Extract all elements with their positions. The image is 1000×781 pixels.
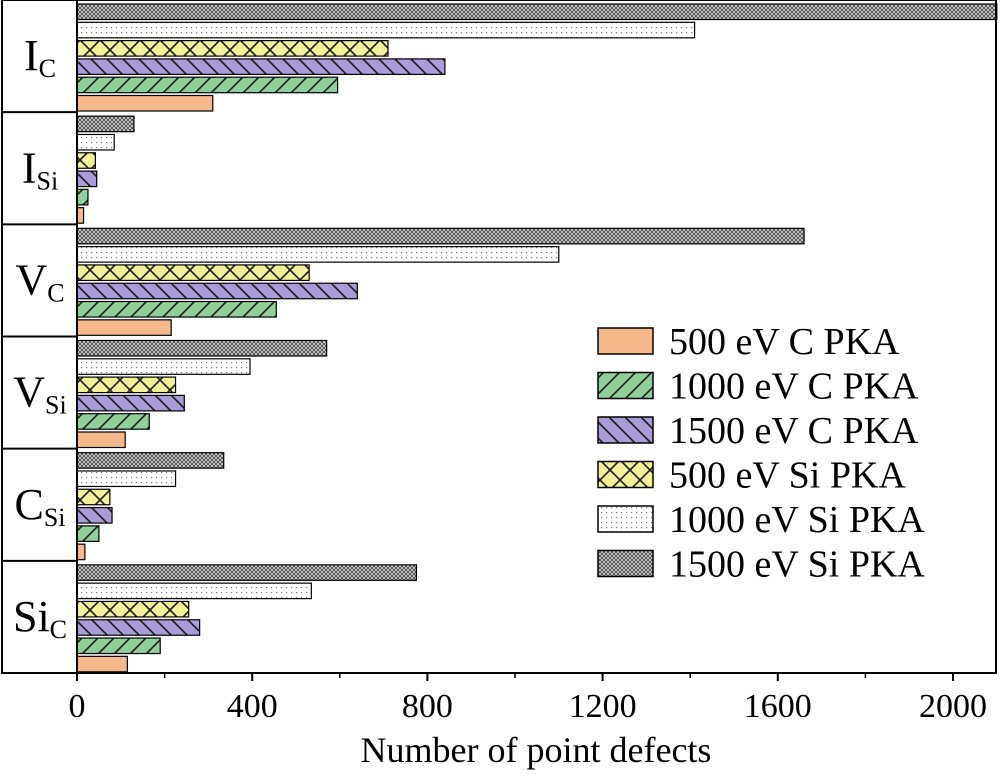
bar [76, 452, 225, 469]
category-label: CSi [14, 480, 65, 532]
legend-swatch [597, 416, 654, 444]
bar [76, 58, 446, 76]
bar [76, 227, 805, 245]
bar [76, 525, 100, 542]
bar [76, 582, 312, 600]
legend-label: 1000 eV Si PKA [669, 499, 925, 541]
bar [76, 319, 172, 336]
bar [76, 282, 358, 300]
legend-label: 1500 eV C PKA [669, 410, 919, 452]
bar [76, 619, 201, 636]
bar [76, 76, 339, 94]
x-tick-label: 800 [402, 688, 453, 725]
category-labels: IC ISi VC VSi CSi SiC [13, 31, 67, 644]
legend-swatch [597, 549, 654, 578]
legend-swatch [597, 505, 654, 533]
bar [76, 394, 185, 412]
bar [76, 39, 389, 57]
bar [76, 170, 98, 188]
x-tick-label: 1200 [569, 688, 637, 725]
bar [76, 358, 251, 375]
bar [76, 431, 126, 449]
bar [76, 300, 277, 318]
bar [76, 94, 214, 112]
category-label: VC [15, 255, 64, 307]
category-label: VSi [13, 368, 66, 420]
category-separators [2, 111, 77, 562]
bar [76, 339, 328, 357]
bar [76, 543, 86, 561]
bar [76, 152, 96, 169]
legend-label: 1000 eV C PKA [669, 366, 919, 408]
bar [76, 246, 560, 263]
x-tick-label: 0 [69, 688, 86, 725]
bar [76, 637, 161, 655]
legend-label: 500 eV Si PKA [669, 455, 906, 497]
x-tick-label: 2000 [919, 688, 987, 725]
legend-swatch [597, 327, 654, 355]
bar [76, 413, 150, 430]
legend-swatch [597, 460, 654, 489]
bar [76, 188, 89, 206]
x-tick-label: 400 [227, 688, 278, 725]
category-label-frame [1, 0, 78, 674]
bar [76, 376, 177, 394]
bar [76, 506, 113, 524]
legend-label: 500 eV C PKA [669, 321, 900, 363]
bar [76, 600, 190, 618]
category-label: IC [24, 31, 56, 83]
bar [76, 115, 135, 133]
bars-group [76, 3, 998, 673]
category-label: SiC [13, 592, 67, 644]
bar [76, 3, 998, 21]
bar [76, 564, 418, 581]
bar [76, 488, 111, 506]
x-axis-ticks: 0 400 800 1200 1600 2000 [69, 673, 987, 725]
bar [76, 470, 177, 488]
bar [76, 264, 310, 282]
x-axis-title: Number of point defects [361, 730, 712, 770]
bar [76, 133, 115, 151]
category-label: ISi [22, 143, 58, 195]
x-tick-label: 1600 [744, 688, 812, 725]
bar [76, 655, 128, 673]
bar [76, 21, 696, 39]
legend-swatch [597, 371, 654, 400]
legend-label: 1500 eV Si PKA [669, 544, 925, 586]
